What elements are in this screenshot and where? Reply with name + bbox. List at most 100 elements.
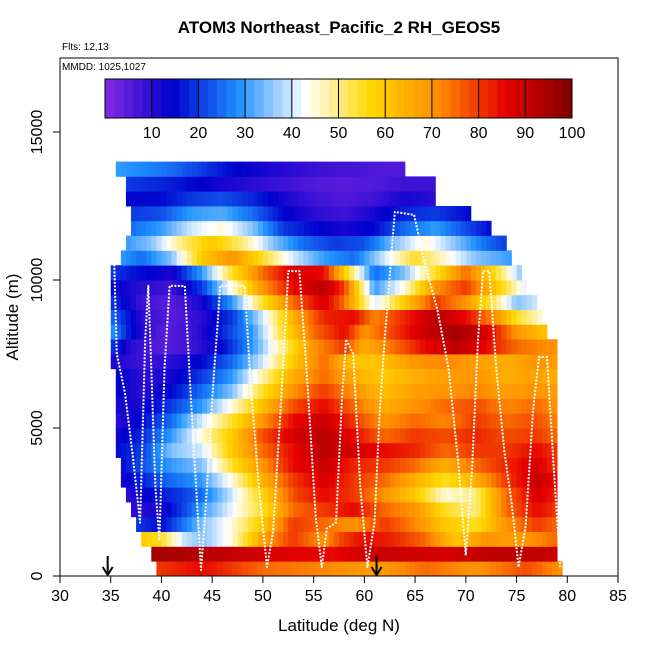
heatmap-cell (212, 191, 218, 207)
heatmap-cell (313, 176, 320, 192)
heatmap-cell (303, 235, 309, 251)
heatmap-cell (481, 413, 487, 429)
heatmap-cell (207, 428, 213, 444)
heatmap-cell (278, 354, 284, 370)
heatmap-cell (278, 280, 284, 296)
heatmap-cell (267, 413, 274, 429)
heatmap-cell (410, 339, 416, 355)
heatmap-cell (323, 487, 330, 503)
heatmap-cell (176, 220, 183, 236)
heatmap-cell (384, 546, 391, 562)
heatmap-cell (227, 516, 233, 532)
heatmap-cell (481, 339, 487, 355)
heatmap-cell (374, 502, 380, 518)
heatmap-cell (501, 472, 507, 488)
heatmap-cell (303, 442, 309, 458)
heatmap-cell (146, 516, 152, 532)
colorbar-swatch (394, 79, 405, 118)
heatmap-cell (399, 235, 406, 251)
heatmap-cell (131, 502, 137, 518)
heatmap-cell (339, 206, 345, 222)
heatmap-cell (475, 368, 482, 384)
heatmap-cell (278, 546, 284, 562)
heatmap-cell (501, 413, 507, 429)
heatmap-cell (222, 235, 228, 251)
heatmap-cell (415, 428, 421, 444)
heatmap-cell (445, 516, 451, 532)
heatmap-cell (328, 368, 335, 384)
heatmap-cell (374, 413, 380, 429)
heatmap-cell (430, 546, 436, 562)
colorbar-swatch (487, 79, 498, 118)
heatmap-cell (125, 428, 132, 444)
heatmap-cell (349, 191, 355, 207)
heatmap-cell (120, 265, 127, 281)
heatmap-cell (212, 531, 218, 547)
heatmap-cell (318, 457, 325, 473)
heatmap-cell (394, 531, 401, 547)
heatmap-cell (303, 546, 309, 562)
heatmap-cell (166, 206, 172, 222)
heatmap-cell (344, 250, 350, 266)
heatmap-cell (247, 265, 254, 281)
heatmap-cell (252, 472, 259, 488)
heatmap-cell (496, 442, 502, 458)
heatmap-cell (430, 354, 436, 370)
heatmap-cell (252, 280, 259, 296)
heatmap-cell (181, 368, 188, 384)
heatmap-cell (475, 546, 482, 562)
heatmap-cell (404, 176, 411, 192)
heatmap-cell (425, 176, 431, 192)
heatmap-cell (191, 487, 198, 503)
heatmap-cell (237, 428, 244, 444)
heatmap-cell (161, 354, 167, 370)
heatmap-cell (399, 442, 406, 458)
heatmap-cell (328, 161, 335, 177)
heatmap-cell (171, 324, 178, 340)
heatmap-cell (339, 176, 345, 192)
heatmap-cell (364, 250, 370, 266)
heatmap-cell (369, 457, 375, 473)
heatmap-cell (506, 324, 512, 340)
heatmap-cell (247, 354, 254, 370)
heatmap-cell (506, 516, 512, 532)
heatmap-cell (475, 487, 482, 503)
heatmap-cell (227, 561, 233, 577)
heatmap-cell (247, 220, 254, 236)
heatmap-cell (217, 398, 223, 414)
heatmap-cell (399, 368, 406, 384)
heatmap-cell (222, 161, 228, 177)
heatmap-cell (339, 324, 345, 340)
heatmap-cell (404, 546, 411, 562)
heatmap-cell (475, 516, 482, 532)
heatmap-cell (374, 206, 380, 222)
heatmap-cell (156, 324, 162, 340)
heatmap-cell (212, 442, 218, 458)
heatmap-cell (242, 339, 249, 355)
heatmap-cell (323, 280, 330, 296)
heatmap-cell (399, 176, 406, 192)
heatmap-cell (384, 250, 391, 266)
y-tick-label: 15000 (29, 110, 46, 155)
heatmap-cell (171, 413, 178, 429)
heatmap-cell (247, 413, 254, 429)
heatmap-cell (440, 457, 446, 473)
heatmap-cell (491, 531, 497, 547)
heatmap-cell (364, 531, 370, 547)
heatmap-cell (247, 294, 254, 310)
heatmap-cell (404, 368, 411, 384)
heatmap-cell (389, 502, 396, 518)
heatmap-cell (389, 531, 396, 547)
heatmap-cell (450, 220, 457, 236)
heatmap-cell (531, 516, 538, 532)
heatmap-cell (262, 442, 269, 458)
heatmap-cell (141, 250, 147, 266)
heatmap-cell (151, 206, 157, 222)
heatmap-cell (410, 516, 416, 532)
heatmap-cell (156, 220, 162, 236)
heatmap-cell (501, 309, 507, 325)
heatmap-cell (308, 176, 315, 192)
heatmap-cell (186, 206, 193, 222)
heatmap-cell (379, 531, 386, 547)
colorbar-tick-label: 40 (283, 125, 301, 142)
